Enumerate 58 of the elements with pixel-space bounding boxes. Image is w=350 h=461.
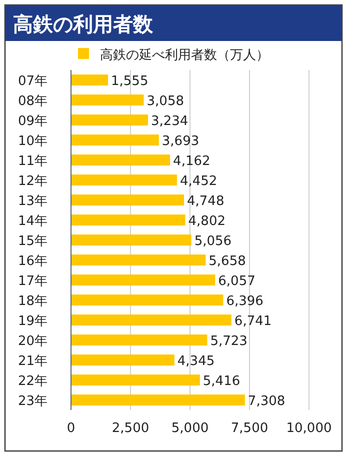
x-tick-label: 5,000 bbox=[171, 421, 209, 436]
data-label: 3,234 bbox=[150, 114, 188, 129]
y-tick-label: 18年 bbox=[18, 294, 48, 309]
bar bbox=[71, 154, 170, 166]
y-tick-label: 22年 bbox=[18, 374, 48, 389]
y-tick-label: 13年 bbox=[18, 194, 48, 209]
data-label: 1,555 bbox=[111, 74, 148, 89]
bar bbox=[71, 74, 108, 86]
bar bbox=[71, 294, 224, 306]
bar bbox=[71, 114, 148, 126]
bar bbox=[71, 214, 186, 226]
data-label: 5,658 bbox=[208, 254, 246, 269]
bar bbox=[71, 314, 232, 326]
data-label: 5,416 bbox=[202, 374, 240, 389]
data-label: 6,057 bbox=[218, 274, 256, 289]
data-label: 5,056 bbox=[194, 234, 232, 249]
data-label: 4,802 bbox=[188, 214, 226, 229]
y-tick-label: 20年 bbox=[18, 334, 48, 349]
x-tick-label: 2,500 bbox=[112, 421, 150, 436]
bar bbox=[71, 94, 144, 106]
y-tick-label: 15年 bbox=[18, 234, 48, 249]
bar bbox=[71, 234, 192, 246]
bar bbox=[71, 374, 200, 386]
y-tick-label: 08年 bbox=[18, 94, 48, 109]
bar bbox=[71, 174, 177, 186]
y-tick-label: 11年 bbox=[18, 154, 48, 169]
bar bbox=[71, 254, 206, 266]
bar bbox=[71, 354, 174, 366]
x-tick-label: 0 bbox=[66, 421, 76, 436]
data-label: 4,162 bbox=[173, 154, 210, 169]
chart-title: 高鉄の利用者数 bbox=[13, 12, 154, 36]
y-tick-label: 12年 bbox=[18, 174, 48, 189]
data-label: 3,693 bbox=[162, 134, 200, 149]
data-label: 5,723 bbox=[210, 334, 248, 349]
data-label: 4,345 bbox=[177, 354, 215, 369]
y-tick-label: 09年 bbox=[18, 114, 48, 129]
data-label: 6,396 bbox=[226, 294, 264, 309]
y-tick-label: 21年 bbox=[18, 354, 48, 369]
y-tick-label: 19年 bbox=[18, 314, 48, 329]
y-tick-label: 10年 bbox=[18, 134, 48, 149]
data-label: 3,058 bbox=[146, 94, 184, 109]
x-tick-label: 7,500 bbox=[230, 421, 268, 436]
y-tick-label: 07年 bbox=[18, 74, 48, 89]
y-tick-label: 14年 bbox=[18, 214, 48, 229]
y-tick-label: 23年 bbox=[18, 394, 48, 409]
data-label: 7,308 bbox=[248, 394, 286, 409]
legend-label: 高鉄の延べ利用者数（万人） bbox=[100, 47, 269, 63]
x-tick-label: 10,000 bbox=[286, 421, 332, 436]
data-label: 4,748 bbox=[187, 194, 224, 209]
y-tick-label: 16年 bbox=[18, 254, 48, 269]
data-label: 4,452 bbox=[180, 174, 218, 189]
bar bbox=[71, 334, 208, 346]
y-tick-label: 17年 bbox=[18, 274, 48, 289]
data-label: 6,741 bbox=[234, 314, 272, 329]
bar bbox=[71, 194, 184, 206]
bar bbox=[71, 394, 245, 406]
bar bbox=[71, 274, 216, 286]
bar bbox=[71, 134, 159, 146]
